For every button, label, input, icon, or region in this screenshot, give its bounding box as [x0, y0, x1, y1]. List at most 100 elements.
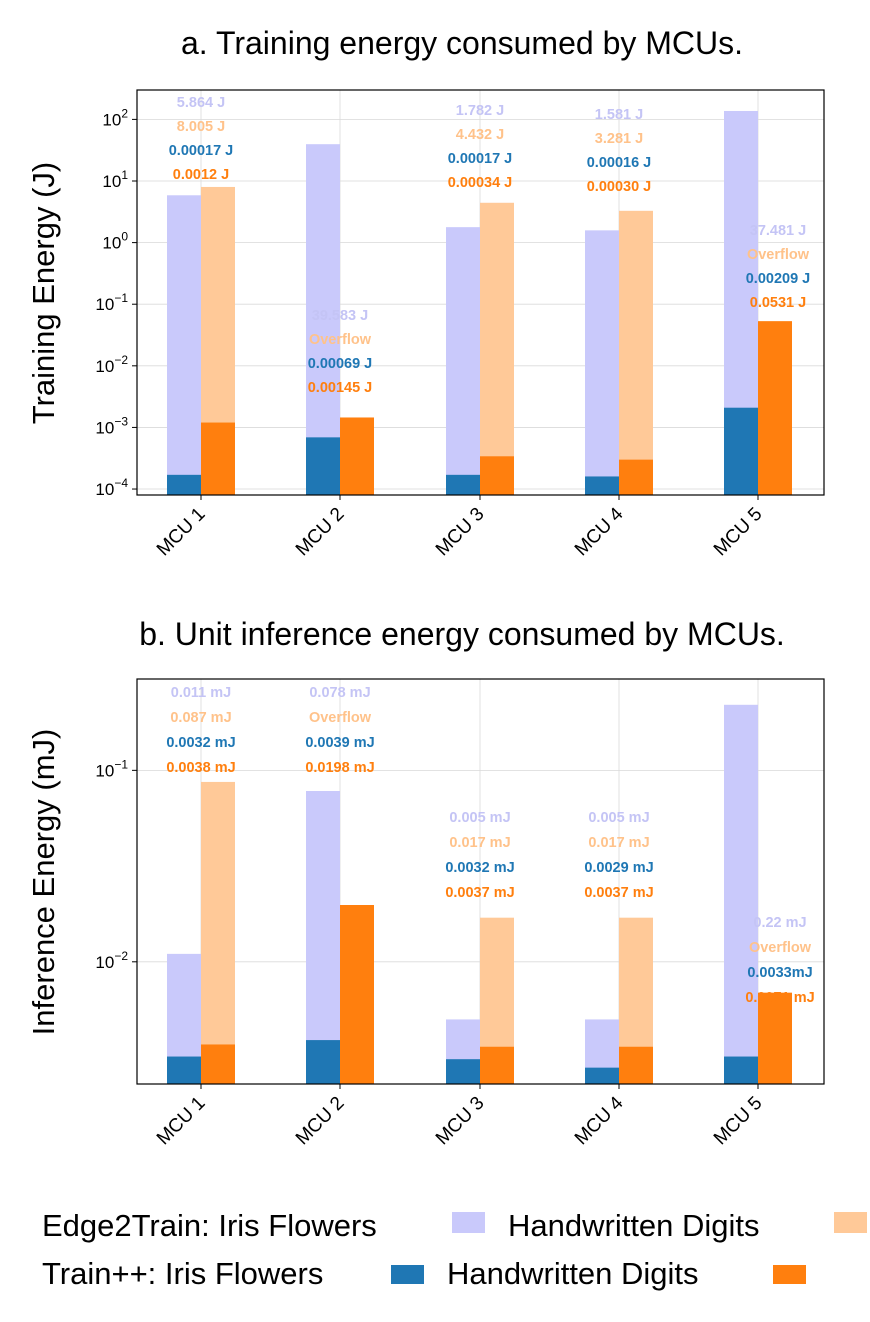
trainpp-digits-bar: [758, 992, 792, 1084]
data-label: 0.0033mJ: [747, 965, 812, 981]
data-label: Overflow: [749, 940, 812, 956]
data-label: 0.078 mJ: [309, 685, 370, 701]
trainpp-digits-bar: [340, 417, 374, 495]
data-label: 0.0198 mJ: [305, 760, 374, 776]
trainpp-digits-bar: [480, 456, 514, 495]
chart-b: 10−2 10−1 MCU 1 MCU 2 MCU 3 MCU 4 MCU 5 0.011 m…: [95, 678, 825, 1150]
trainpp-iris-bar: [724, 1056, 758, 1084]
data-label: 0.0037 mJ: [584, 885, 653, 901]
edge2train-iris-bar: [306, 791, 340, 1084]
chart-b-ylabel: Inference Energy (mJ): [26, 729, 61, 1036]
data-label: Overflow: [309, 710, 372, 726]
trainpp-digits-bar: [201, 1044, 235, 1084]
trainpp-iris-bar: [306, 437, 340, 495]
data-label: 0.0037 mJ: [445, 885, 514, 901]
edge2train-digits-bar: [619, 210, 653, 495]
trainpp-iris-bar: [446, 1059, 480, 1084]
data-label: 0.0032 mJ: [445, 860, 514, 876]
trainpp-iris-bar: [724, 407, 758, 495]
y-tick-label: 10−4: [95, 476, 128, 499]
edge2train-iris-bar: [724, 704, 758, 1084]
data-label: 0.0039 mJ: [305, 735, 374, 751]
data-label: 0.00017 J: [169, 143, 234, 159]
data-label: 0.00034 J: [448, 175, 513, 191]
data-label: 0.0071 mJ: [745, 990, 814, 1006]
data-label: 0.00017 J: [448, 151, 513, 167]
y-tick-label: 101: [102, 168, 128, 191]
data-label: 0.00145 J: [308, 380, 373, 396]
x-tick-label: MCU 4: [571, 1092, 628, 1149]
trainpp-digits-bar: [619, 459, 653, 495]
y-tick-label: 10−1: [95, 757, 128, 780]
data-label: 0.005 mJ: [588, 810, 649, 826]
legend-trainpp-iris-label: Train++: Iris Flowers: [42, 1256, 323, 1291]
y-tick-label: 10−2: [95, 949, 128, 972]
trainpp-digits-bar: [758, 321, 792, 495]
legend-trainpp-iris-swatch: [391, 1265, 424, 1284]
data-label: 0.00016 J: [587, 155, 652, 171]
x-tick-label: MCU 5: [710, 1093, 767, 1150]
x-tick-label: MCU 5: [710, 504, 767, 561]
data-label: 0.087 mJ: [170, 710, 231, 726]
trainpp-iris-bar: [585, 1067, 619, 1084]
x-tick-label: MCU 2: [292, 1093, 349, 1150]
x-tick-label: MCU 1: [153, 1093, 210, 1150]
edge2train-iris-bar: [306, 144, 340, 495]
chart-b-title: b. Unit inference energy consumed by MCU…: [139, 616, 785, 652]
y-tick-label: 10−2: [95, 353, 128, 376]
legend-edge2train-digits-label: Handwritten Digits: [508, 1208, 760, 1243]
chart-a-ylabel: Training Energy (J): [26, 162, 61, 424]
x-tick-label: MCU 1: [153, 504, 210, 561]
x-tick-label: MCU 3: [432, 1093, 489, 1150]
trainpp-iris-bar: [585, 476, 619, 495]
trainpp-digits-bar: [201, 422, 235, 495]
data-label: 8.005 J: [177, 119, 225, 135]
data-label: 0.011 mJ: [171, 685, 231, 701]
data-label: 0.0038 mJ: [166, 760, 235, 776]
trainpp-iris-bar: [306, 1040, 340, 1084]
data-label: 1.782 J: [456, 103, 504, 119]
data-label: 5.864 J: [177, 95, 225, 111]
data-label: 0.00030 J: [587, 179, 652, 195]
y-tick-label: 10−3: [95, 414, 128, 437]
edge2train-digits-bar: [480, 202, 514, 495]
data-label: Overflow: [309, 332, 372, 348]
edge2train-iris-bar: [585, 230, 619, 495]
data-label: 39.583 J: [312, 308, 368, 324]
data-label: 37.481 J: [750, 223, 806, 239]
data-label: 0.0032 mJ: [166, 735, 235, 751]
data-label: 4.432 J: [456, 127, 504, 143]
legend-edge2train-iris-label: Edge2Train: Iris Flowers: [42, 1208, 377, 1243]
trainpp-iris-bar: [446, 474, 480, 495]
edge2train-iris-bar: [167, 195, 201, 496]
x-tick-label: MCU 4: [571, 503, 628, 560]
trainpp-digits-bar: [480, 1046, 514, 1084]
legend: Edge2Train: Iris Flowers Handwritten Dig…: [42, 1208, 867, 1291]
data-label: 0.0029 mJ: [584, 860, 653, 876]
data-label: 0.0012 J: [173, 167, 229, 183]
trainpp-iris-bar: [167, 1056, 201, 1084]
data-label: 0.00209 J: [746, 271, 811, 287]
data-label: 0.017 mJ: [449, 835, 510, 851]
legend-edge2train-digits-swatch: [834, 1212, 867, 1233]
data-label: 3.281 J: [595, 131, 643, 147]
y-tick-label: 10−1: [95, 291, 128, 314]
y-tick-label: 100: [102, 230, 128, 253]
edge2train-iris-bar: [446, 227, 480, 495]
legend-edge2train-iris-swatch: [452, 1212, 485, 1233]
data-label: 0.22 mJ: [753, 915, 806, 931]
data-label: Overflow: [747, 247, 810, 263]
trainpp-digits-bar: [619, 1046, 653, 1084]
data-label: 0.017 mJ: [588, 835, 649, 851]
edge2train-digits-bar: [201, 781, 235, 1084]
data-label: 0.0531 J: [750, 295, 806, 311]
legend-trainpp-digits-label: Handwritten Digits: [447, 1256, 699, 1291]
x-tick-label: MCU 3: [432, 504, 489, 561]
chart-a-title: a. Training energy consumed by MCUs.: [181, 25, 743, 61]
data-label: 0.005 mJ: [449, 810, 510, 826]
chart-a: 10−4 10−3 10−2 10−1 100 101 102 MCU 1 MCU 2 MCU 3…: [95, 89, 825, 561]
data-label: 1.581 J: [595, 107, 643, 123]
trainpp-iris-bar: [167, 474, 201, 495]
y-tick-label: 102: [102, 106, 128, 129]
